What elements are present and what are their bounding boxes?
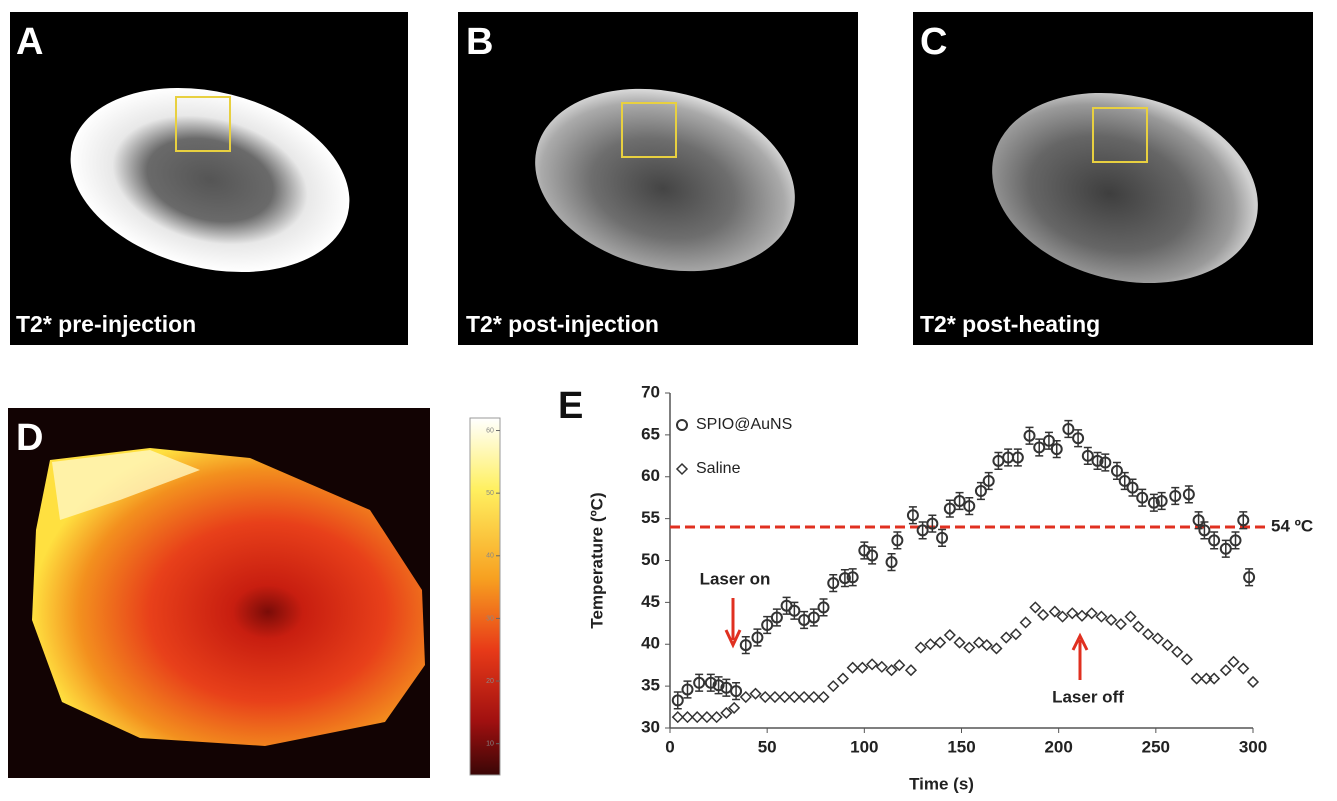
colorbar-tick-label: 30 bbox=[486, 615, 494, 622]
point bbox=[1126, 612, 1136, 622]
point bbox=[1172, 647, 1182, 657]
point bbox=[712, 712, 722, 722]
point bbox=[877, 662, 887, 672]
x-tick-label: 200 bbox=[1044, 737, 1072, 756]
point bbox=[702, 712, 712, 722]
arrow bbox=[1073, 636, 1087, 680]
panel-letter: A bbox=[16, 21, 43, 63]
y-axis-label: Temperature (ºC) bbox=[587, 492, 606, 628]
point bbox=[799, 692, 809, 702]
point bbox=[991, 643, 1001, 653]
point bbox=[789, 692, 799, 702]
point bbox=[848, 663, 858, 673]
point bbox=[1001, 633, 1011, 643]
point bbox=[1021, 617, 1031, 627]
point bbox=[925, 639, 935, 649]
legend-marker bbox=[677, 420, 687, 430]
panel-caption: T2* post-heating bbox=[920, 311, 1100, 337]
point bbox=[770, 692, 780, 702]
panel-caption: T2* pre-injection bbox=[16, 311, 196, 337]
y-tick-label: 55 bbox=[641, 508, 660, 527]
threshold-label: 54 ºC bbox=[1271, 516, 1313, 535]
point bbox=[1030, 602, 1040, 612]
point bbox=[751, 689, 761, 699]
point bbox=[828, 681, 838, 691]
x-tick-label: 100 bbox=[850, 737, 878, 756]
point bbox=[1096, 612, 1106, 622]
legend-label: SPIO@AuNS bbox=[696, 416, 792, 433]
point bbox=[1153, 633, 1163, 643]
point bbox=[692, 712, 702, 722]
point bbox=[1229, 657, 1239, 667]
point bbox=[1011, 629, 1021, 639]
point bbox=[867, 659, 877, 669]
arrow bbox=[726, 598, 740, 645]
colorbar-tick-label: 50 bbox=[486, 490, 494, 497]
panel-letter: C bbox=[920, 21, 947, 63]
x-tick-label: 150 bbox=[947, 737, 975, 756]
x-tick-label: 250 bbox=[1142, 737, 1170, 756]
y-tick-label: 50 bbox=[641, 550, 660, 569]
x-tick-label: 0 bbox=[665, 737, 674, 756]
point bbox=[955, 638, 965, 648]
colorbar-tick-label: 60 bbox=[486, 427, 494, 434]
figure: A T2* pre-injection B T2* post-injection… bbox=[0, 0, 1337, 796]
colorbar-tick-label: 40 bbox=[486, 553, 494, 560]
y-tick-label: 65 bbox=[641, 424, 660, 443]
y-tick-label: 70 bbox=[641, 382, 660, 401]
point bbox=[819, 692, 829, 702]
y-tick-label: 35 bbox=[641, 676, 660, 695]
point bbox=[1162, 640, 1172, 650]
point bbox=[1077, 611, 1087, 621]
point bbox=[760, 692, 770, 702]
point bbox=[741, 692, 751, 702]
point bbox=[935, 638, 945, 648]
point bbox=[1038, 610, 1048, 620]
point bbox=[1106, 615, 1116, 625]
point bbox=[1248, 677, 1258, 687]
point bbox=[1087, 608, 1097, 618]
x-tick-label: 300 bbox=[1239, 737, 1267, 756]
point bbox=[780, 692, 790, 702]
point bbox=[1133, 622, 1143, 632]
y-tick-label: 30 bbox=[641, 717, 660, 736]
x-axis-label: Time (s) bbox=[909, 774, 974, 793]
panel-letter: B bbox=[466, 21, 493, 63]
colorbar-tick-label: 10 bbox=[486, 741, 494, 748]
y-tick-label: 45 bbox=[641, 592, 660, 611]
point bbox=[964, 643, 974, 653]
point bbox=[838, 674, 848, 684]
point bbox=[1192, 674, 1202, 684]
point bbox=[682, 712, 692, 722]
point bbox=[945, 630, 955, 640]
colorbar bbox=[470, 418, 500, 775]
legend-label: Saline bbox=[696, 460, 741, 477]
legend-marker bbox=[677, 464, 687, 474]
panel-letter: D bbox=[16, 417, 43, 459]
point bbox=[1182, 654, 1192, 664]
point bbox=[1238, 664, 1248, 674]
annotation: Laser on bbox=[700, 569, 771, 588]
point bbox=[1221, 665, 1231, 675]
point bbox=[809, 692, 819, 702]
x-tick-label: 50 bbox=[758, 737, 777, 756]
colorbar-tick-label: 20 bbox=[486, 678, 494, 685]
point bbox=[857, 663, 867, 673]
point bbox=[1143, 629, 1153, 639]
point bbox=[1116, 619, 1126, 629]
point bbox=[916, 643, 926, 653]
panel-caption: T2* post-injection bbox=[466, 311, 659, 337]
y-tick-label: 60 bbox=[641, 466, 660, 485]
annotation: Laser off bbox=[1052, 687, 1124, 706]
panel-letter: E bbox=[558, 385, 583, 427]
y-tick-label: 40 bbox=[641, 634, 660, 653]
point bbox=[1067, 608, 1077, 618]
point bbox=[906, 665, 916, 675]
point bbox=[673, 712, 683, 722]
